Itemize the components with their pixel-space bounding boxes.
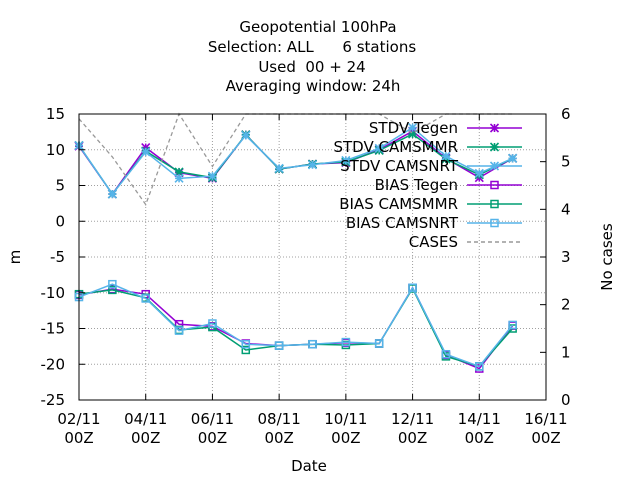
x-tick-label: 16/11 — [524, 410, 567, 428]
x-tick-label-time: 00Z — [198, 429, 227, 447]
chart-title: Geopotential 100hPa Selection: ALL 6 sta… — [208, 18, 416, 95]
legend-item-cases: CASES — [409, 233, 522, 251]
y-tick-label: -5 — [50, 248, 65, 266]
point-bias-camsnrt — [141, 294, 150, 303]
point-bias-camsnrt — [308, 339, 317, 349]
legend-item-bias-tegen: BIAS Tegen — [375, 176, 522, 194]
y2-tick-label: 6 — [561, 105, 571, 123]
x-tick-label-time: 00Z — [131, 429, 160, 447]
y-tick-label: -20 — [41, 355, 66, 373]
x-tick-label: 08/11 — [258, 410, 301, 428]
title-line-3: Used 00 + 24 — [258, 58, 365, 76]
grid — [79, 114, 546, 400]
legend-swatch-marker — [490, 218, 499, 228]
legend-label: STDV CAMSNRT — [340, 157, 459, 175]
legend-item-stdv-camsmmr: STDV CAMSMMR — [333, 138, 522, 156]
series-bias-camsnrt — [74, 279, 517, 371]
point-stdv-camsnrt — [374, 143, 384, 153]
y-tick-label: 5 — [55, 177, 65, 195]
title-line-2: Selection: ALL 6 stations — [208, 38, 416, 56]
point-stdv-camsnrt — [341, 155, 351, 166]
point-stdv-camsnrt — [141, 147, 151, 157]
legend-swatch-marker — [489, 142, 500, 152]
point-stdv-camsnrt — [508, 153, 518, 163]
point-stdv-camsnrt — [174, 173, 184, 183]
point-bias-camsnrt — [341, 337, 351, 347]
legend-label: BIAS CAMSMMR — [339, 195, 458, 213]
series-line-stdv-camsnrt — [78, 126, 513, 196]
legend-item-bias-camsnrt: BIAS CAMSNRT — [346, 214, 522, 232]
point-bias-camsnrt — [408, 283, 417, 292]
legend-label: STDV CAMSMMR — [333, 138, 458, 156]
y2-tick-label: 5 — [561, 153, 571, 171]
y-tick-label: -25 — [41, 391, 66, 409]
x-tick-label-time: 00Z — [264, 429, 293, 447]
y2-tick-label: 0 — [561, 391, 571, 409]
y-tick-label: -10 — [41, 284, 66, 302]
x-tick-label-time: 00Z — [465, 429, 494, 447]
title-line-1: Geopotential 100hPa — [239, 18, 396, 36]
y2-tick-label: 4 — [561, 200, 571, 218]
x-tick-label: 10/11 — [324, 410, 367, 428]
y2-tick-label: 2 — [561, 296, 571, 314]
point-stdv-camsnrt — [307, 160, 318, 170]
y2-tick-label: 1 — [561, 343, 571, 361]
legend-label: BIAS CAMSNRT — [346, 214, 459, 232]
y-tick-label: 10 — [46, 141, 65, 159]
y-tick-label: -15 — [41, 320, 66, 338]
x-tick-label: 04/11 — [124, 410, 167, 428]
plot-area — [74, 112, 518, 373]
legend-swatch-marker — [489, 161, 500, 171]
x-tick-label-time: 00Z — [531, 429, 560, 447]
title-line-4: Averaging window: 24h — [226, 77, 401, 95]
y-axis-label: m — [6, 250, 24, 265]
x-tick-label: 06/11 — [191, 410, 234, 428]
x-tick-label-time: 00Z — [398, 429, 427, 447]
legend-swatch-marker — [490, 180, 499, 190]
series-line-bias-camsnrt — [78, 283, 514, 368]
point-bias-camsnrt — [441, 349, 451, 359]
point-bias-camsnrt — [241, 339, 251, 349]
x-tick-label: 12/11 — [391, 410, 434, 428]
x-axis-label: Date — [291, 457, 327, 475]
x-tick-label-time: 00Z — [64, 429, 93, 447]
point-bias-camsnrt — [208, 319, 217, 328]
legend-item-stdv-tegen: STDV Tegen — [369, 119, 522, 137]
point-bias-camsnrt — [174, 326, 184, 335]
point-bias-camsnrt — [274, 341, 284, 350]
axis-ticks: 02/1100Z04/1100Z06/1100Z08/1100Z10/1100Z… — [41, 105, 571, 447]
point-stdv-camsnrt — [408, 123, 418, 133]
point-stdv-camsnrt — [241, 130, 251, 141]
y-tick-label: 15 — [46, 105, 65, 123]
y-tick-label: 0 — [55, 212, 65, 230]
y2-tick-label: 3 — [561, 248, 571, 266]
point-stdv-camsnrt — [107, 189, 117, 199]
point-bias-camsnrt — [108, 279, 117, 289]
legend-item-bias-camsmmr: BIAS CAMSMMR — [339, 195, 522, 213]
point-stdv-camsnrt — [474, 168, 484, 178]
legend-swatch-marker — [489, 123, 500, 133]
point-bias-camsnrt — [475, 362, 484, 371]
y2-axis-label: No cases — [598, 223, 616, 291]
legend-item-stdv-camsnrt: STDV CAMSNRT — [340, 157, 522, 175]
legend-label: CASES — [409, 233, 458, 251]
point-stdv-camsnrt — [441, 151, 451, 161]
x-tick-label: 14/11 — [458, 410, 501, 428]
series-stdv-camsnrt — [74, 123, 518, 199]
x-tick-label-time: 00Z — [331, 429, 360, 447]
point-bias-camsmmr — [241, 345, 251, 355]
x-tick-label: 02/11 — [57, 410, 100, 428]
point-stdv-camsnrt — [207, 171, 217, 181]
point-stdv-camsnrt — [274, 163, 284, 173]
point-bias-camsmmr — [108, 285, 117, 295]
legend-label: STDV Tegen — [369, 119, 458, 137]
legend-label: BIAS Tegen — [375, 176, 458, 194]
point-bias-camsnrt — [508, 320, 517, 330]
point-bias-camsnrt — [374, 339, 384, 348]
legend-swatch-marker — [490, 199, 499, 209]
